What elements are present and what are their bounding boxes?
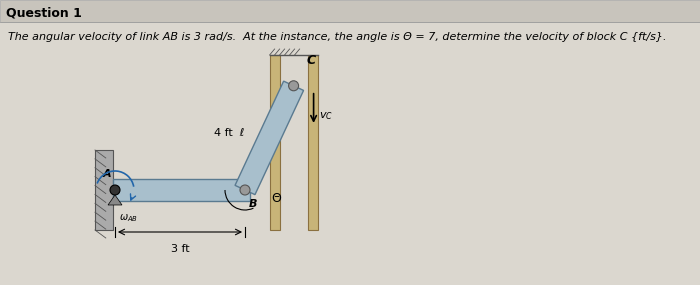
Bar <box>0 0 700 22</box>
Text: Question 1: Question 1 <box>6 7 82 19</box>
Text: The angular velocity of link AB is 3 rad/s.  At the instance, the angle is Θ = 7: The angular velocity of link AB is 3 rad… <box>8 32 666 42</box>
Text: $\omega_{AB}$: $\omega_{AB}$ <box>119 212 138 224</box>
Bar <box>95 150 113 230</box>
Text: B: B <box>248 199 258 209</box>
Text: $\Theta$: $\Theta$ <box>272 192 283 205</box>
Circle shape <box>110 185 120 195</box>
Bar <box>307 55 318 230</box>
Circle shape <box>240 185 250 195</box>
Circle shape <box>288 81 299 91</box>
Text: A: A <box>103 169 111 179</box>
Text: 4 ft  ℓ: 4 ft ℓ <box>214 128 244 138</box>
Polygon shape <box>108 195 122 205</box>
Text: C: C <box>307 54 316 66</box>
Text: 3 ft: 3 ft <box>171 244 189 254</box>
Text: $v_C$: $v_C$ <box>318 110 332 122</box>
Polygon shape <box>235 81 304 195</box>
Bar <box>270 55 279 230</box>
Polygon shape <box>113 179 250 201</box>
